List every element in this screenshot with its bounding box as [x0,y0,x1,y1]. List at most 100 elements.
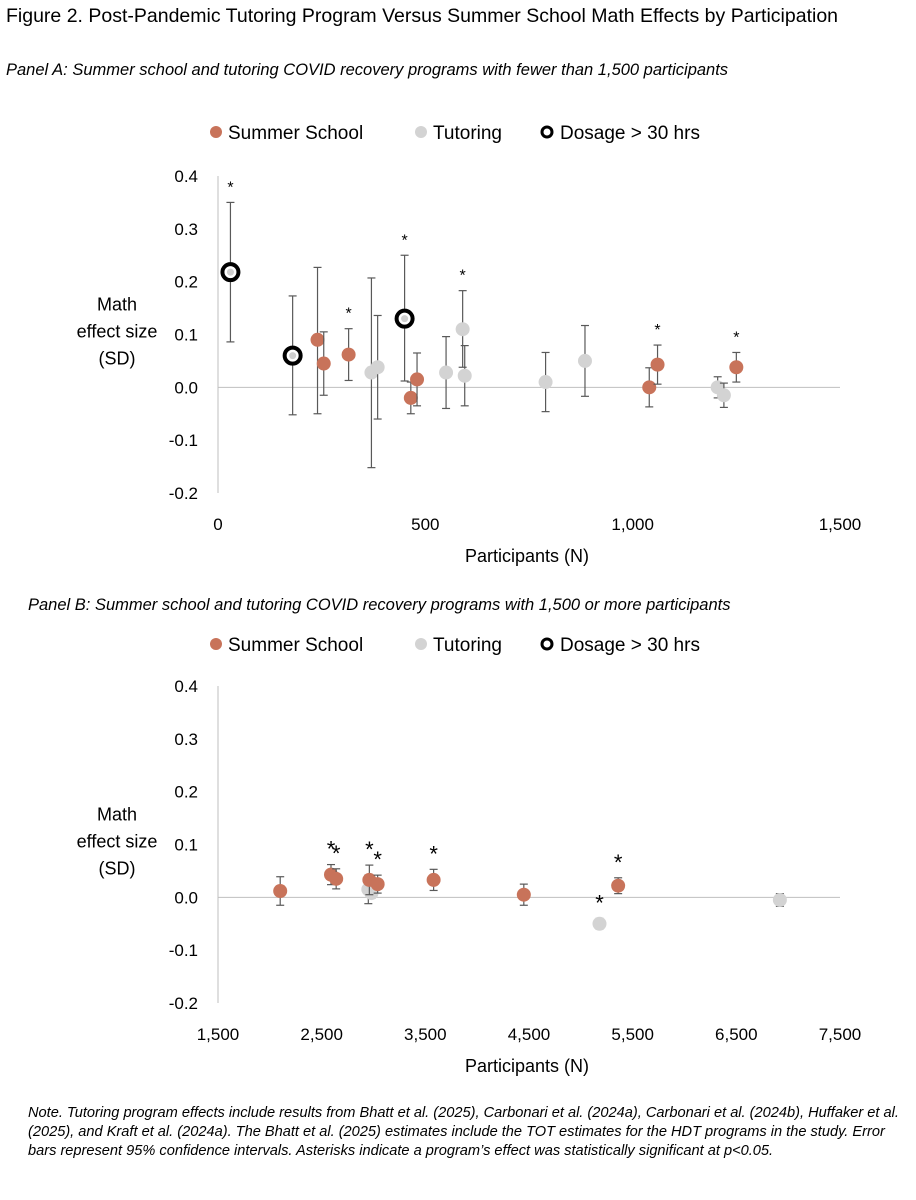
significance-star: * [401,232,407,249]
data-point-summer [273,876,288,906]
significance-star: * [595,890,604,915]
data-point-dosage [282,295,303,416]
summer-marker [273,883,288,898]
legend-dosage-label: Dosage > 30 hrs [560,123,700,144]
tutoring-marker [592,916,607,931]
significance-star: * [654,322,660,339]
data-point-summer [611,877,626,895]
x-tick-label: 4,500 [508,1025,551,1044]
panel-b-title: Panel B: Summer school and tutoring COVI… [28,596,731,614]
summer-marker [642,380,657,395]
data-point-tutoring [370,314,385,420]
summer-marker [729,360,744,375]
data-point-summer [370,874,385,894]
y-axis-title-line: Math [97,805,137,825]
legend-summer-marker [210,126,222,138]
x-axis-title: Participants (N) [465,1056,589,1076]
y-tick-label: 0.4 [174,167,198,186]
y-axis-title-line: effect size [77,832,158,852]
legend-tutoring-marker [415,126,427,138]
legend-tutoring-label: Tutoring [433,635,502,656]
summer-marker [403,390,418,405]
tutoring-marker [772,892,787,907]
x-tick-label: 2,500 [300,1025,343,1044]
tutoring-marker [457,368,472,383]
legend-dosage-label: Dosage > 30 hrs [560,635,700,656]
x-tick-label: 3,500 [404,1025,447,1044]
summer-marker [516,887,531,902]
panel-a-title: Panel A: Summer school and tutoring COVI… [6,61,729,79]
data-point-summer [329,868,344,890]
significance-star: * [460,268,466,285]
summer-marker [410,372,425,387]
y-axis-title-line: (SD) [99,349,136,369]
data-point-tutoring [455,290,470,368]
tutoring-marker [538,375,553,390]
significance-star: * [365,837,374,862]
data-point-tutoring [457,344,472,407]
legend-dosage-marker [540,125,554,139]
summer-marker [611,878,626,893]
data-point-summer [426,868,441,892]
y-tick-label: 0.2 [174,783,198,802]
significance-star: * [346,306,352,323]
y-axis-title-line: Math [97,295,137,315]
data-point-summer [341,328,356,382]
summer-marker [650,357,665,372]
data-point-summer [650,344,665,385]
dosage-marker-center [289,352,297,360]
summer-marker [310,332,325,347]
y-tick-label: -0.2 [169,994,198,1013]
x-tick-label: 6,500 [715,1025,758,1044]
figure-note: Note. Tutoring program effects include r… [28,1105,899,1159]
y-tick-label: 0.2 [174,273,198,292]
x-tick-label: 0 [213,515,222,534]
x-tick-label: 500 [411,515,439,534]
legend-summer-label: Summer School [228,635,363,656]
data-point-summer [516,883,531,906]
tutoring-marker [439,365,454,380]
data-point-tutoring [772,892,787,907]
summer-marker [426,872,441,887]
data-point-summer [642,367,657,408]
legend-tutoring-label: Tutoring [433,123,502,144]
significance-star: * [227,179,233,196]
dosage-marker-center [401,315,409,323]
tutoring-marker [455,322,470,337]
data-point-tutoring [538,351,553,413]
data-point-tutoring [577,324,592,397]
y-tick-label: 0.1 [174,836,198,855]
panel-b-chart: Summer School Tutoring Dosage > 30 hrs -0.2… [77,635,862,1076]
dosage-marker-center [226,268,234,276]
significance-star: * [614,850,623,875]
tutoring-marker [716,388,731,403]
summer-marker [316,356,331,371]
data-point-summer [410,352,425,407]
y-tick-label: 0.1 [174,326,198,345]
y-tick-label: -0.1 [169,941,198,960]
x-tick-label: 1,500 [819,515,862,534]
data-point-dosage [394,254,415,382]
y-tick-label: 0.3 [174,220,198,239]
x-tick-label: 1,500 [197,1025,240,1044]
y-tick-label: -0.1 [169,431,198,450]
data-point-summer [316,331,331,396]
y-tick-label: -0.2 [169,484,198,503]
data-point-summer [310,266,325,415]
significance-star: * [327,837,336,862]
x-tick-label: 1,000 [611,515,654,534]
figure-title: Figure 2. Post-Pandemic Tutoring Program… [6,5,839,27]
significance-star: * [733,329,739,346]
y-axis-title-line: (SD) [99,859,136,879]
significance-star: * [429,841,438,866]
y-tick-label: 0.0 [174,378,198,397]
legend-tutoring-marker [415,638,427,650]
data-point-tutoring [592,916,607,931]
x-tick-label: 7,500 [819,1025,862,1044]
x-tick-label: 5,500 [611,1025,654,1044]
y-axis-title-line: effect size [77,322,158,342]
data-point-tutoring [439,336,454,410]
tutoring-marker [370,360,385,375]
tutoring-marker [577,353,592,368]
y-tick-label: 0.4 [174,677,198,696]
